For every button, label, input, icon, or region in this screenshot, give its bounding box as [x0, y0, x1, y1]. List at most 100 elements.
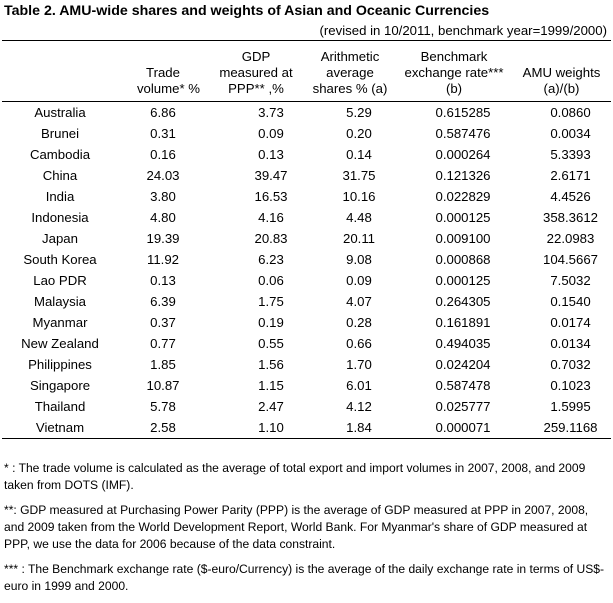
footnote-benchmark-rate: *** : The Benchmark exchange rate ($-eur…: [4, 562, 605, 593]
header-trade-volume: Trade volume* %: [118, 40, 208, 102]
cell-country: Japan: [42, 231, 78, 246]
header-arithmetic-average: Arithmetic average shares % (a): [304, 40, 396, 102]
cell-gdp-ppp: 0.19: [258, 315, 284, 330]
cell-country: Lao PDR: [33, 273, 87, 288]
table-row: South Korea 11.92 6.23 9.08 0.000868 104.5667: [2, 249, 611, 270]
cell-benchmark-rate: 0.000071: [435, 420, 491, 435]
cell-country: Brunei: [40, 126, 80, 141]
cell-amu-weight: 0.1540: [550, 294, 591, 309]
table-title: Table 2. AMU-wide shares and weights of …: [4, 3, 490, 19]
cell-average-share: 31.75: [342, 168, 376, 183]
table-body: Australia 6.86 3.73 5.29 0.615285 0.0860 Brune…: [2, 102, 611, 439]
cell-gdp-ppp: 39.47: [254, 168, 288, 183]
cell-benchmark-rate: 0.121326: [435, 168, 491, 183]
cell-trade-volume: 6.39: [150, 294, 176, 309]
cell-trade-volume: 1.85: [150, 357, 176, 372]
cell-benchmark-rate: 0.025777: [435, 399, 491, 414]
cell-average-share: 4.07: [346, 294, 372, 309]
table-row: Malaysia 6.39 1.75 4.07 0.264305 0.1540: [2, 291, 611, 312]
cell-average-share: 0.66: [346, 336, 372, 351]
cell-trade-volume: 0.77: [150, 336, 176, 351]
cell-benchmark-rate: 0.022829: [435, 189, 491, 204]
cell-gdp-ppp: 1.15: [258, 378, 284, 393]
cell-average-share: 4.48: [346, 210, 372, 225]
cell-trade-volume: 24.03: [146, 168, 180, 183]
table-row: Thailand 5.78 2.47 4.12 0.025777 1.5995: [2, 396, 611, 417]
cell-amu-weight: 0.7032: [550, 357, 591, 372]
cell-country: Philippines: [28, 357, 92, 372]
header-row: Trade volume* % GDP measured at PPP** ,%…: [2, 40, 611, 102]
table-row: Lao PDR 0.13 0.06 0.09 0.000125 7.5032: [2, 270, 611, 291]
cell-amu-weight: 4.4526: [550, 189, 591, 204]
cell-country: New Zealand: [21, 336, 99, 351]
cell-trade-volume: 19.39: [146, 231, 180, 246]
cell-country: China: [42, 168, 78, 183]
cell-country: Cambodia: [29, 147, 91, 162]
table-row: China 24.03 39.47 31.75 0.121326 2.6171: [2, 165, 611, 186]
cell-gdp-ppp: 1.56: [258, 357, 284, 372]
cell-gdp-ppp: 3.73: [258, 105, 284, 120]
cell-country: South Korea: [23, 252, 97, 267]
table-row: Indonesia 4.80 4.16 4.48 0.000125 358.3612: [2, 207, 611, 228]
cell-benchmark-rate: 0.161891: [435, 315, 491, 330]
cell-amu-weight: 259.1168: [543, 420, 598, 435]
cell-benchmark-rate: 0.494035: [435, 336, 491, 351]
cell-amu-weight: 0.1023: [550, 378, 591, 393]
cell-trade-volume: 0.16: [150, 147, 176, 162]
cell-country: Vietnam: [35, 420, 85, 435]
cell-gdp-ppp: 16.53: [254, 189, 288, 204]
cell-trade-volume: 4.80: [150, 210, 176, 225]
table-row: Australia 6.86 3.73 5.29 0.615285 0.0860: [2, 102, 611, 124]
cell-amu-weight: 0.0134: [550, 336, 591, 351]
cell-country: Indonesia: [31, 210, 89, 225]
cell-average-share: 4.12: [346, 399, 372, 414]
header-benchmark-rate: Benchmark exchange rate*** (b): [396, 40, 512, 102]
table-row: Philippines 1.85 1.56 1.70 0.024204 0.7032: [2, 354, 611, 375]
table-row: New Zealand 0.77 0.55 0.66 0.494035 0.0134: [2, 333, 611, 354]
cell-trade-volume: 0.31: [150, 126, 176, 141]
cell-country: Myanmar: [32, 315, 88, 330]
cell-benchmark-rate: 0.264305: [435, 294, 491, 309]
cell-gdp-ppp: 0.13: [258, 147, 284, 162]
cell-average-share: 1.84: [346, 420, 372, 435]
cell-country: Australia: [34, 105, 86, 120]
cell-amu-weight: 104.5667: [542, 252, 598, 267]
cell-benchmark-rate: 0.615285: [435, 105, 491, 120]
table-row: Brunei 0.31 0.09 0.20 0.587476 0.0034: [2, 123, 611, 144]
header-amu-weights: AMU weights (a)/(b): [512, 40, 611, 102]
cell-average-share: 0.20: [346, 126, 372, 141]
cell-amu-weight: 0.0860: [550, 105, 591, 120]
cell-gdp-ppp: 1.10: [258, 420, 284, 435]
footnote-gdp-ppp: **: GDP measured at Purchasing Power Par…: [4, 503, 589, 551]
table-row: Myanmar 0.37 0.19 0.28 0.161891 0.0174: [2, 312, 611, 333]
cell-gdp-ppp: 0.09: [258, 126, 284, 141]
cell-gdp-ppp: 20.83: [254, 231, 288, 246]
footnotes: * : The trade volume is calculated as th…: [4, 460, 606, 603]
cell-trade-volume: 6.86: [150, 105, 176, 120]
cell-country: Thailand: [34, 399, 86, 414]
footnote-trade-volume: * : The trade volume is calculated as th…: [4, 461, 586, 492]
table-row: Vietnam 2.58 1.10 1.84 0.000071 259.1168: [2, 417, 611, 439]
cell-average-share: 9.08: [346, 252, 372, 267]
table-row: Japan 19.39 20.83 20.11 0.009100 22.0983: [2, 228, 611, 249]
cell-amu-weight: 2.6171: [550, 168, 591, 183]
cell-benchmark-rate: 0.000264: [435, 147, 491, 162]
cell-average-share: 20.11: [342, 231, 376, 246]
cell-benchmark-rate: 0.000868: [435, 252, 491, 267]
cell-amu-weight: 0.0174: [550, 315, 591, 330]
cell-gdp-ppp: 4.16: [258, 210, 284, 225]
cell-average-share: 10.16: [342, 189, 376, 204]
cell-country: India: [45, 189, 75, 204]
cell-benchmark-rate: 0.000125: [435, 210, 491, 225]
header-country: [2, 40, 118, 102]
cell-benchmark-rate: 0.587476: [435, 126, 491, 141]
cell-amu-weight: 22.0983: [546, 231, 595, 246]
cell-country: Malaysia: [33, 294, 87, 309]
cell-gdp-ppp: 1.75: [258, 294, 284, 309]
cell-benchmark-rate: 0.000125: [435, 273, 491, 288]
cell-average-share: 0.14: [346, 147, 372, 162]
cell-amu-weight: 1.5995: [550, 399, 591, 414]
cell-trade-volume: 10.87: [146, 378, 180, 393]
cell-average-share: 1.70: [346, 357, 372, 372]
